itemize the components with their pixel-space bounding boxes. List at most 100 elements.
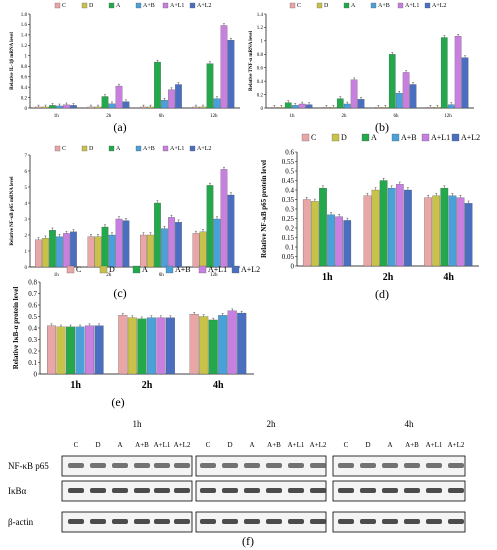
bar-d-4h-D — [432, 195, 441, 267]
bar-d-1h-A+L1 — [335, 216, 343, 267]
y-tick-label: 0 — [25, 266, 28, 271]
blot-band — [288, 519, 304, 524]
bar-c-6h-A+L2 — [175, 222, 182, 268]
legend-label-D: D — [341, 133, 347, 142]
bar-c-6h-C — [140, 234, 147, 268]
bar-e-1h-A — [66, 326, 76, 375]
blot-band — [266, 463, 282, 468]
legend-label-A+L1: A+L1 — [431, 133, 450, 142]
x-tick-label: 2h — [383, 272, 394, 283]
blot-band — [90, 463, 106, 468]
bar-e-2h-A+L2 — [165, 317, 175, 375]
y-tick-label: 0.25 — [282, 215, 295, 223]
legend-swatch-A+L1 — [198, 265, 207, 274]
blot-band — [338, 463, 354, 468]
y-tick-label: 0.4 — [257, 80, 264, 85]
blot-lane-label: A+L1 — [288, 441, 305, 449]
blot-lane-label: A+L1 — [426, 441, 443, 449]
blot-lane-label: A+B — [267, 441, 281, 449]
blot-band — [174, 488, 190, 493]
panel-label: (c) — [113, 286, 126, 300]
legend-swatch-C — [54, 145, 61, 152]
blot-band — [200, 488, 216, 493]
y-tick-label: 7 — [25, 154, 28, 159]
legend-swatch-D — [81, 145, 88, 152]
y-tick-label: 2 — [25, 234, 28, 239]
bar-a-2h-A+B — [108, 103, 116, 109]
legend-label-A+L2: A+L2 — [461, 133, 480, 142]
bar-a-6h-C — [140, 106, 147, 109]
blot-band — [90, 488, 106, 493]
bar-d-2h-C — [363, 195, 372, 267]
y-tick-label: 1.8 — [21, 13, 28, 18]
x-tick-label: 4h — [213, 380, 224, 391]
y-axis-label: Relative NF-κB p65 mRNA level — [10, 176, 15, 246]
blot-band — [360, 488, 376, 493]
panel-label: (d) — [375, 287, 389, 301]
x-tick-label: 6h — [159, 273, 165, 278]
chart-d: C D A A+B A+L1 A+L2 00.05 0.10.15 0.20.25 0.30.35… — [260, 133, 480, 301]
bar-c-12h-D — [199, 231, 207, 268]
blot-lane-label: A — [249, 441, 254, 449]
y-tick-label: 0.6 — [28, 301, 37, 309]
legend-label-A: A — [116, 3, 121, 9]
blot-band — [310, 463, 326, 468]
blot-band — [448, 463, 464, 468]
bar-b-6h-A — [388, 54, 396, 109]
legend-swatch-A+B — [135, 145, 142, 152]
bar-e-4h-A+B — [218, 315, 228, 375]
bar-b-1h-D — [278, 107, 285, 109]
y-tick-label: 1 — [25, 250, 28, 255]
legend-swatch-A+L2 — [189, 145, 196, 152]
y-tick-label: 0.35 — [282, 196, 295, 204]
blot-band — [222, 519, 238, 524]
blot-band — [174, 463, 190, 468]
legend-label-D: D — [89, 146, 94, 152]
bar-d-2h-A+L2 — [404, 189, 412, 267]
bar-d-1h-A+B — [327, 214, 335, 267]
bar-a-1h-A — [49, 105, 56, 109]
bar-b-6h-A+L2 — [409, 84, 417, 109]
y-tick-label: 0.15 — [282, 234, 295, 242]
bar-a-6h-A+L2 — [175, 84, 182, 109]
legend-swatch-A+L1 — [162, 2, 169, 9]
bar-a-1h-C — [35, 106, 42, 109]
panel-label: (a) — [113, 120, 126, 134]
bar-d-4h-C — [424, 197, 432, 267]
charts-layer: C D A A+B A+L1 A+L2 0 0.2 0.4 0.6 0.8 1 1.2 1.4 1.6 1.8… — [10, 2, 480, 409]
bar-a-12h-A+L1 — [220, 25, 228, 109]
bar-c-6h-A+B — [161, 228, 168, 268]
blot-lane-label: C — [344, 441, 349, 449]
bar-d-2h-A+B — [387, 187, 396, 267]
blot-lane-label: D — [227, 441, 232, 449]
blot-lane-label: D — [365, 441, 370, 449]
bar-a-12h-A — [206, 63, 214, 109]
bar-c-6h-A — [154, 202, 161, 268]
bar-c-6h-A+L1 — [168, 217, 175, 268]
legend-label-A+L2: A+L2 — [197, 3, 211, 9]
x-tick-label: 2h — [106, 114, 112, 119]
blot-band — [222, 488, 238, 493]
y-tick-label: 0.05 — [282, 253, 295, 261]
panel-label: (f) — [242, 534, 254, 548]
y-tick-label: 0.3 — [285, 205, 294, 213]
y-tick-label: 0.7 — [28, 290, 37, 298]
y-axis-label: Relative IκB-α protein level — [12, 287, 20, 370]
chart-c: C D A A+B A+L1 A+L2 0 1 2 3 4 5 6 7 Relative NF-κB p65… — [10, 145, 240, 300]
bar-e-4h-D — [199, 316, 209, 375]
y-tick-label: 4 — [25, 202, 28, 207]
y-tick-label: 0 — [34, 370, 38, 378]
blot-time-label: 1h — [133, 419, 143, 429]
bar-c-1h-C — [35, 239, 42, 268]
bar-a-6h-A+B — [161, 100, 168, 109]
blot-band — [404, 519, 420, 524]
blot-time-label: 4h — [405, 419, 415, 429]
bar-e-4h-C — [189, 314, 199, 375]
bar-e-1h-C — [47, 325, 57, 375]
blot-band — [154, 488, 170, 493]
bar-b-1h-A+L2 — [305, 104, 313, 109]
legend-swatch-A — [361, 133, 370, 142]
blot-band — [174, 519, 190, 524]
bar-b-12h-A+L2 — [461, 57, 469, 109]
